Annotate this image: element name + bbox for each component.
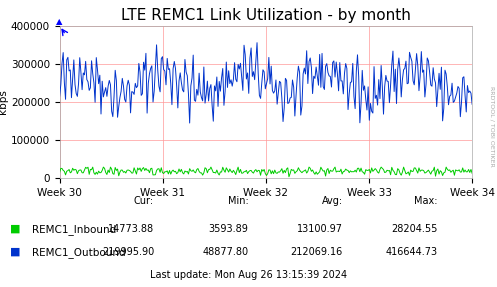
Text: 416644.73: 416644.73 <box>385 247 437 257</box>
Text: Cur:: Cur: <box>134 196 154 206</box>
Text: RRDTOOL / TOBI OETIKER: RRDTOOL / TOBI OETIKER <box>490 86 495 167</box>
Title: LTE REMC1 Link Utilization - by month: LTE REMC1 Link Utilization - by month <box>121 8 411 23</box>
Text: Avg:: Avg: <box>322 196 343 206</box>
Text: 13100.97: 13100.97 <box>297 224 343 234</box>
Text: 48877.80: 48877.80 <box>202 247 248 257</box>
Text: 14773.88: 14773.88 <box>108 224 154 234</box>
Text: Last update: Mon Aug 26 13:15:39 2024: Last update: Mon Aug 26 13:15:39 2024 <box>150 270 347 280</box>
Text: ■: ■ <box>10 247 20 257</box>
Text: 28204.55: 28204.55 <box>391 224 437 234</box>
Text: Max:: Max: <box>414 196 437 206</box>
Text: 219995.90: 219995.90 <box>102 247 154 257</box>
Text: Min:: Min: <box>228 196 248 206</box>
Text: ▲: ▲ <box>56 17 63 26</box>
Text: 3593.89: 3593.89 <box>209 224 248 234</box>
Text: REMC1_Outbound: REMC1_Outbound <box>32 247 126 258</box>
Text: ■: ■ <box>10 224 20 234</box>
Y-axis label: kbps: kbps <box>0 90 8 114</box>
Text: 212069.16: 212069.16 <box>291 247 343 257</box>
Text: REMC1_Inbound: REMC1_Inbound <box>32 224 117 235</box>
